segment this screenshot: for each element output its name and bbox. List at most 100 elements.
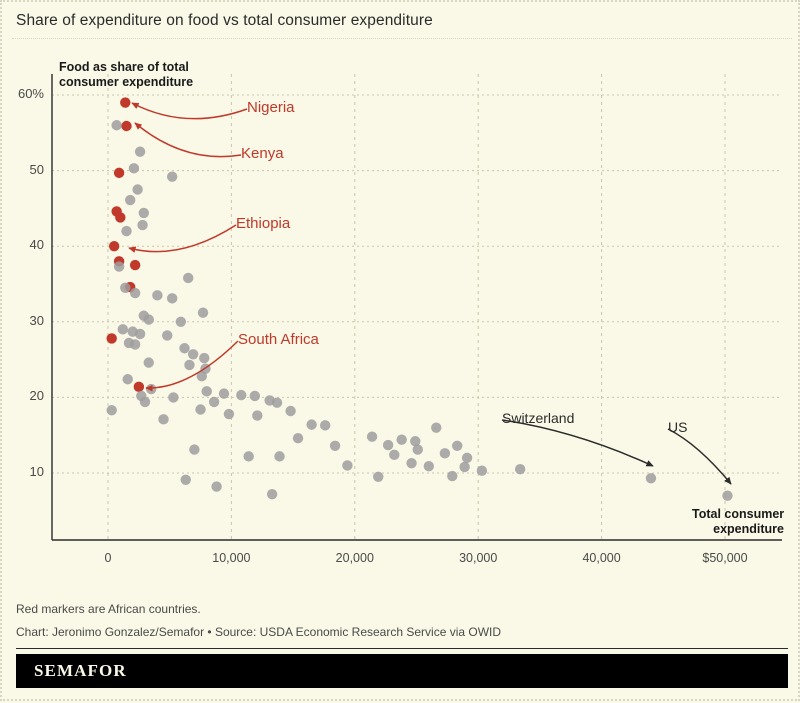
data-point[interactable] [175, 316, 187, 327]
data-point[interactable] [389, 449, 400, 461]
data-point[interactable] [132, 184, 143, 195]
data-point[interactable] [168, 392, 179, 403]
data-point[interactable] [382, 439, 394, 451]
data-point[interactable] [113, 167, 125, 179]
data-point[interactable] [180, 474, 191, 486]
data-point[interactable] [196, 371, 207, 382]
data-point[interactable] [423, 460, 435, 472]
y-tick-label: 10 [29, 464, 44, 479]
data-point[interactable] [195, 404, 206, 415]
data-point[interactable] [108, 241, 120, 252]
data-point[interactable] [645, 473, 657, 484]
chart-credit: Chart: Jeronimo Gonzalez/Semafor • Sourc… [16, 625, 502, 639]
data-point[interactable] [306, 419, 317, 430]
annotation-label-nigeria: Nigeria [247, 99, 295, 116]
data-point[interactable] [129, 287, 141, 299]
data-point[interactable] [189, 444, 200, 455]
data-point[interactable] [187, 349, 199, 360]
data-point[interactable] [137, 219, 148, 231]
annotation-arrow [667, 428, 732, 485]
data-point[interactable] [342, 460, 353, 471]
data-point[interactable] [271, 397, 283, 408]
data-point[interactable] [166, 293, 178, 304]
data-point[interactable] [117, 324, 129, 335]
data-point[interactable] [122, 374, 133, 385]
data-point[interactable] [447, 470, 458, 482]
data-point[interactable] [223, 408, 235, 420]
data-point[interactable] [461, 452, 473, 464]
data-point[interactable] [410, 436, 421, 447]
data-point[interactable] [134, 146, 146, 157]
x-tick-label: 40,000 [582, 551, 621, 565]
data-point[interactable] [211, 481, 222, 492]
x-axis-title-line1: Total consumer [692, 507, 785, 521]
data-point[interactable] [115, 212, 126, 223]
data-point[interactable] [120, 97, 131, 108]
data-point[interactable] [406, 457, 417, 469]
data-point[interactable] [113, 261, 125, 272]
data-point[interactable] [129, 339, 141, 350]
semafor-logo-bar: SEMAFOR [16, 654, 788, 688]
data-point[interactable] [183, 272, 194, 284]
data-point[interactable] [208, 396, 220, 408]
y-tick-label: 50 [29, 161, 44, 177]
data-point[interactable] [218, 388, 230, 399]
data-point[interactable] [162, 330, 173, 341]
data-point[interactable] [514, 464, 526, 475]
data-point[interactable] [111, 120, 122, 131]
x-tick-label: 0 [104, 551, 112, 565]
data-point[interactable] [166, 171, 178, 182]
data-point[interactable] [249, 390, 261, 402]
data-point[interactable] [121, 225, 132, 237]
data-point[interactable] [292, 433, 304, 444]
data-point[interactable] [329, 440, 341, 451]
y-tick-label: 20 [29, 388, 44, 404]
data-point[interactable] [143, 357, 154, 368]
annotation-arrow [131, 102, 248, 120]
annotation-arrow [134, 122, 242, 158]
data-point[interactable] [252, 410, 263, 421]
data-point[interactable] [179, 343, 190, 354]
data-point[interactable] [120, 282, 131, 293]
data-point[interactable] [722, 490, 733, 501]
data-point[interactable] [128, 163, 140, 174]
data-point[interactable] [452, 440, 463, 451]
data-point[interactable] [152, 290, 163, 301]
y-axis-title: Food as share of total consumer expendit… [59, 60, 193, 90]
data-point[interactable] [373, 471, 384, 482]
data-point[interactable] [139, 396, 151, 408]
data-point[interactable] [121, 120, 132, 132]
data-point[interactable] [106, 405, 117, 416]
data-point[interactable] [106, 333, 117, 344]
data-point[interactable] [266, 488, 278, 500]
data-point[interactable] [143, 314, 154, 325]
data-point[interactable] [201, 386, 212, 397]
semafor-logo-text: SEMAFOR [34, 661, 127, 680]
annotation-label-south-africa: South Africa [238, 331, 319, 348]
data-point[interactable] [431, 422, 442, 433]
data-point[interactable] [285, 405, 296, 417]
data-point[interactable] [236, 389, 247, 401]
data-point[interactable] [319, 420, 331, 431]
data-point[interactable] [197, 307, 209, 318]
data-point[interactable] [459, 461, 470, 473]
data-point[interactable] [184, 359, 195, 371]
data-point[interactable] [199, 352, 210, 364]
x-tick-label: 30,000 [459, 551, 498, 565]
data-point[interactable] [476, 465, 488, 476]
data-point[interactable] [125, 194, 136, 206]
data-point[interactable] [243, 451, 254, 462]
data-point[interactable] [158, 414, 169, 425]
data-point[interactable] [134, 328, 146, 340]
data-point[interactable] [138, 207, 149, 219]
data-point[interactable] [396, 434, 407, 445]
data-point[interactable] [439, 448, 451, 459]
data-point[interactable] [133, 381, 145, 393]
data-point[interactable] [412, 444, 423, 455]
data-point[interactable] [129, 259, 141, 271]
data-point[interactable] [366, 431, 378, 442]
data-point[interactable] [274, 451, 285, 462]
data-point[interactable] [145, 383, 157, 395]
x-tick-label: $50,000 [702, 551, 748, 565]
